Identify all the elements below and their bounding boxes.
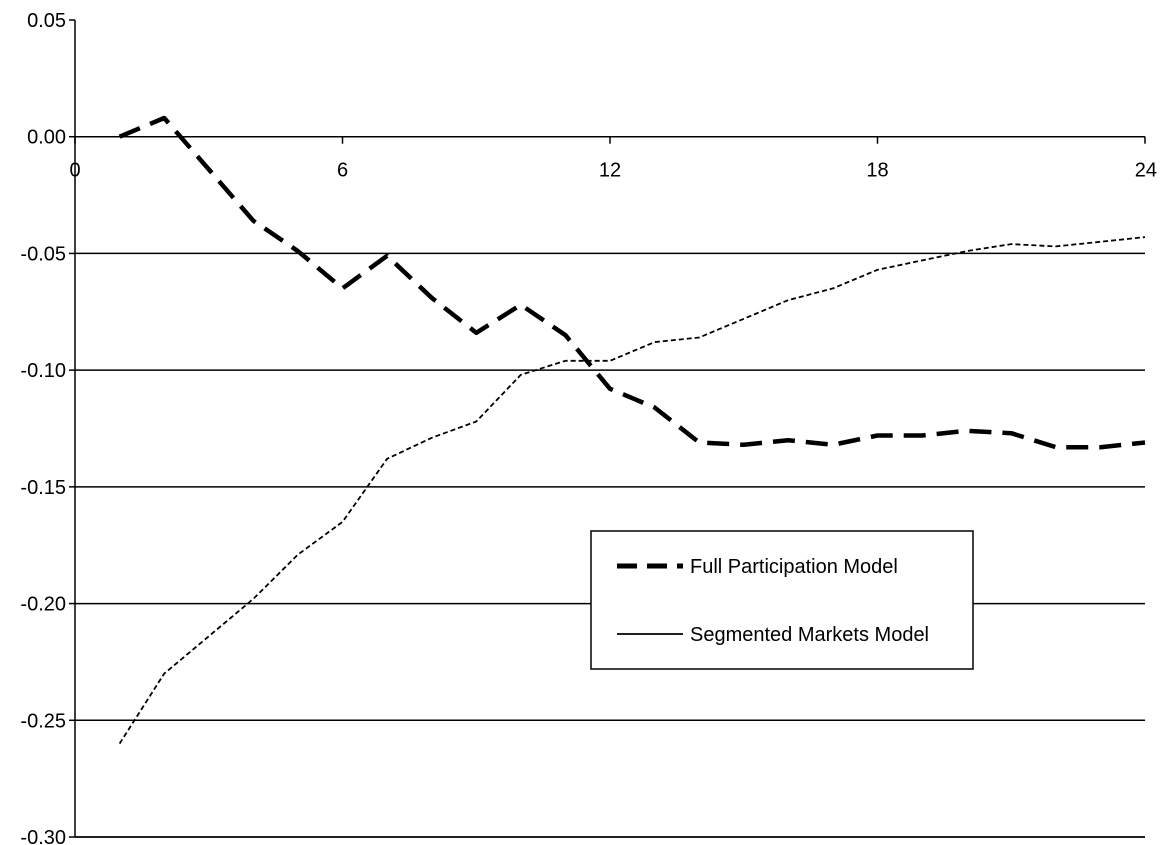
y-tick-label: -0.25 [20, 710, 66, 732]
axes [69, 19, 1146, 838]
y-tick-label: -0.10 [20, 360, 66, 382]
series-line-0 [118, 115, 1146, 450]
x-tick-label: 18 [866, 160, 888, 182]
y-tick-label: -0.30 [20, 827, 66, 845]
y-tick-label: 0.05 [27, 10, 66, 32]
y-axis-tick-labels: 0.05 0.00 -0.05 -0.10 -0.15 -0.20 -0.25 -0.30 [20, 10, 66, 845]
legend-label-segmented-markets: Segmented Markets Model [690, 624, 929, 646]
y-tick-label: -0.20 [20, 594, 66, 616]
series-line-1 [118, 236, 1146, 745]
legend-label-full-participation: Full Participation Model [690, 556, 898, 578]
x-tick-label: 12 [599, 160, 621, 182]
x-tick-label: 6 [337, 160, 348, 182]
y-tick-label: -0.15 [20, 477, 66, 499]
x-tick-label: 24 [1135, 160, 1157, 182]
x-axis-tick-labels: 0 6 12 18 24 [69, 160, 1157, 182]
x-tick-label: 0 [69, 160, 80, 182]
y-tick-label: -0.05 [20, 243, 66, 265]
legend: Full Participation Model Segmented Marke… [590, 530, 974, 670]
y-tick-label: 0.00 [27, 127, 66, 149]
series-lines [118, 115, 1146, 745]
legend-box [590, 530, 974, 670]
